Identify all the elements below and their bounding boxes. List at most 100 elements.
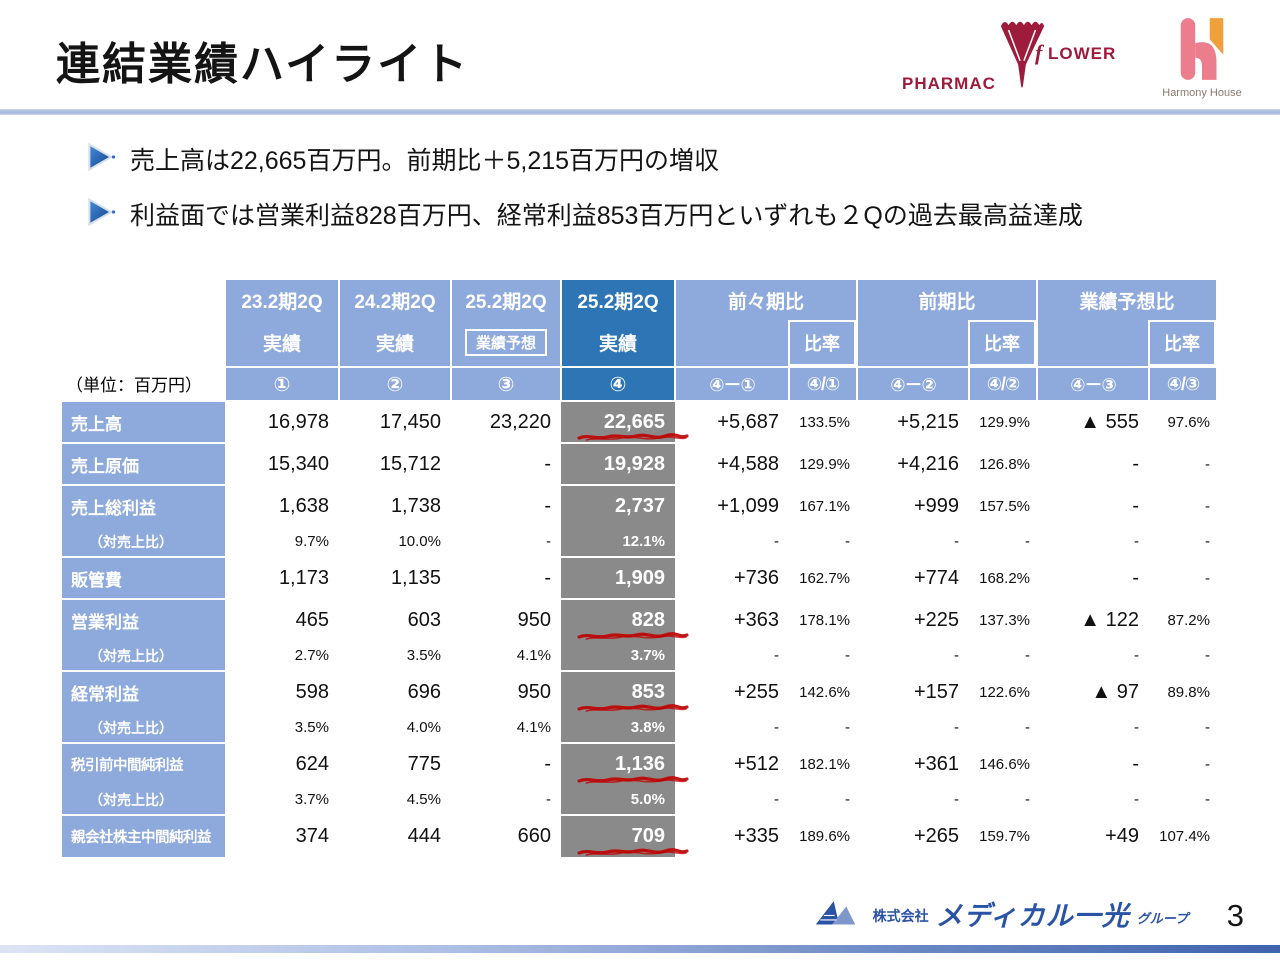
title-underline-rule <box>0 109 1280 115</box>
cell-value: 10.0% <box>398 533 441 550</box>
ratio-header: 比率 <box>1148 320 1216 366</box>
cell-diff: - <box>1037 742 1149 785</box>
col-mark-4-minus-2: ④－② <box>856 366 970 402</box>
table-row: 親会社株主中間純利益 374 444 660 709 +335 189.6% +… <box>62 814 1217 857</box>
cell-value: 598 <box>225 670 339 713</box>
cell-value: 1,173 <box>225 556 339 599</box>
cell-diff: +225 <box>857 598 969 641</box>
cell-diff: +49 <box>1037 814 1149 857</box>
cell-diff: - <box>954 791 959 808</box>
cell-value: 3.5% <box>294 719 329 736</box>
row-label: 売上総利益 <box>62 484 225 527</box>
cell-ratio: - <box>845 791 850 808</box>
cell-diff: ▲ 555 <box>1037 400 1149 443</box>
cell-diff: - <box>1134 719 1139 736</box>
cell-value: 3.7% <box>294 791 329 808</box>
pharmacy-flower-text-left: PHARMAC <box>902 74 996 93</box>
bullet-list: 売上高は22,665百万円。前期比＋5,215百万円の増収 利益面では営業利益8… <box>86 142 1083 252</box>
pharmacy-flower-logo: PHARMAC f LOWER <box>902 12 1122 102</box>
row-label: （対売上比） <box>62 785 225 815</box>
col-header-fy25-forecast: 25.2期2Q 業績予想 <box>450 278 562 368</box>
cell-value: 9.7% <box>294 533 329 550</box>
cell-value-actual: 3.8% <box>561 713 675 743</box>
cell-ratio: - <box>1025 791 1030 808</box>
table-row: 販管費 1,173 1,135 - 1,909 +736 162.7% +774… <box>62 556 1217 599</box>
cell-value-actual: 5.0% <box>561 785 675 815</box>
table-row: 売上総利益 1,638 1,738 - 2,737 +1,099 167.1% … <box>62 484 1217 527</box>
cell-diff: - <box>1134 533 1139 550</box>
cell-ratio: 129.9% <box>789 442 857 485</box>
cell-ratio: 137.3% <box>969 598 1037 641</box>
cell-value-actual: 19,928 <box>561 442 675 485</box>
red-underline-scribble <box>577 704 689 712</box>
cell-ratio: 142.6% <box>789 670 857 713</box>
red-underline-scribble <box>577 632 689 640</box>
cell-ratio: 182.1% <box>789 742 857 785</box>
cell-ratio: - <box>1025 719 1030 736</box>
cell-ratio: 178.1% <box>789 598 857 641</box>
cell-ratio: 162.7% <box>789 556 857 599</box>
cell-value: - <box>546 533 551 550</box>
cell-diff: +512 <box>675 742 789 785</box>
pharmacy-flower-script-f: f <box>1035 40 1043 65</box>
footer-logo-mark <box>814 897 866 930</box>
cell-value: 16,978 <box>225 400 339 443</box>
col-header-fy24: 24.2期2Q 実績 <box>338 278 452 368</box>
cell-diff: +335 <box>675 814 789 857</box>
cell-value: - <box>451 742 561 785</box>
table-row: 売上原価 15,340 15,712 - 19,928 +4,588 129.9… <box>62 442 1217 485</box>
table-row: （対売上比） 3.7% 4.5% - 5.0% - - - - - - <box>62 785 1217 815</box>
page-title: 連結業績ハイライト <box>56 40 470 89</box>
row-label: 販管費 <box>62 556 225 599</box>
cell-ratio: - <box>845 533 850 550</box>
cell-ratio: - <box>1205 719 1210 736</box>
red-underline-scribble <box>577 848 689 856</box>
company-suffix: グループ <box>1136 911 1188 926</box>
red-underline-scribble <box>577 776 689 784</box>
cell-value-actual: 3.7% <box>561 641 675 671</box>
bullet-item: 利益面では営業利益828百万円、経常利益853百万円といずれも２Qの過去最高益達… <box>86 197 1083 231</box>
col-mark-4-div-2: ④/② <box>968 366 1038 402</box>
cell-value: 696 <box>339 670 451 713</box>
row-label: （対売上比） <box>62 527 225 557</box>
harmony-house-logo: Harmony House <box>1154 18 1250 110</box>
cell-value: 4.5% <box>406 791 441 808</box>
table-row: 営業利益 465 603 950 828 +363 178.1% +225 13… <box>62 598 1217 641</box>
cell-ratio: - <box>1025 533 1030 550</box>
cell-value-actual: 828 <box>561 598 689 641</box>
ratio-header: 比率 <box>968 320 1036 366</box>
cell-ratio: 167.1% <box>789 484 857 527</box>
cell-value-actual: 22,665 <box>561 400 689 443</box>
cell-ratio: - <box>1205 647 1210 664</box>
bullet-item: 売上高は22,665百万円。前期比＋5,215百万円の増収 <box>86 142 1083 176</box>
cell-diff: - <box>774 791 779 808</box>
cell-ratio: - <box>1149 556 1217 599</box>
row-label: 売上高 <box>62 400 225 443</box>
cell-value: 465 <box>225 598 339 641</box>
cell-ratio: 89.8% <box>1149 670 1217 713</box>
cell-diff: - <box>1134 791 1139 808</box>
flower-icon <box>997 16 1047 97</box>
cell-diff: - <box>1037 442 1149 485</box>
cell-value: 1,638 <box>225 484 339 527</box>
cell-diff: - <box>1134 647 1139 664</box>
col-mark-1: ① <box>224 366 340 402</box>
row-label: 経常利益 <box>62 670 225 713</box>
row-label: 税引前中間純利益 <box>62 742 225 785</box>
cell-value-actual: 1,909 <box>561 556 675 599</box>
table-row: 売上高 16,978 17,450 23,220 22,665 +5,687 1… <box>62 400 1217 443</box>
cell-diff: +361 <box>857 742 969 785</box>
table-corner <box>62 279 225 367</box>
cell-value: 775 <box>339 742 451 785</box>
cell-diff: - <box>1037 484 1149 527</box>
cell-value: 950 <box>451 598 561 641</box>
cell-ratio: - <box>845 647 850 664</box>
cell-diff: - <box>954 719 959 736</box>
cell-diff: +999 <box>857 484 969 527</box>
cell-value: - <box>451 484 561 527</box>
cell-ratio: 189.6% <box>789 814 857 857</box>
cell-diff: +5,687 <box>675 400 789 443</box>
col-mark-4-div-1: ④/① <box>788 366 858 402</box>
row-label: （対売上比） <box>62 641 225 671</box>
col-header-fy25-actual: 25.2期2Q 実績 <box>560 278 676 368</box>
